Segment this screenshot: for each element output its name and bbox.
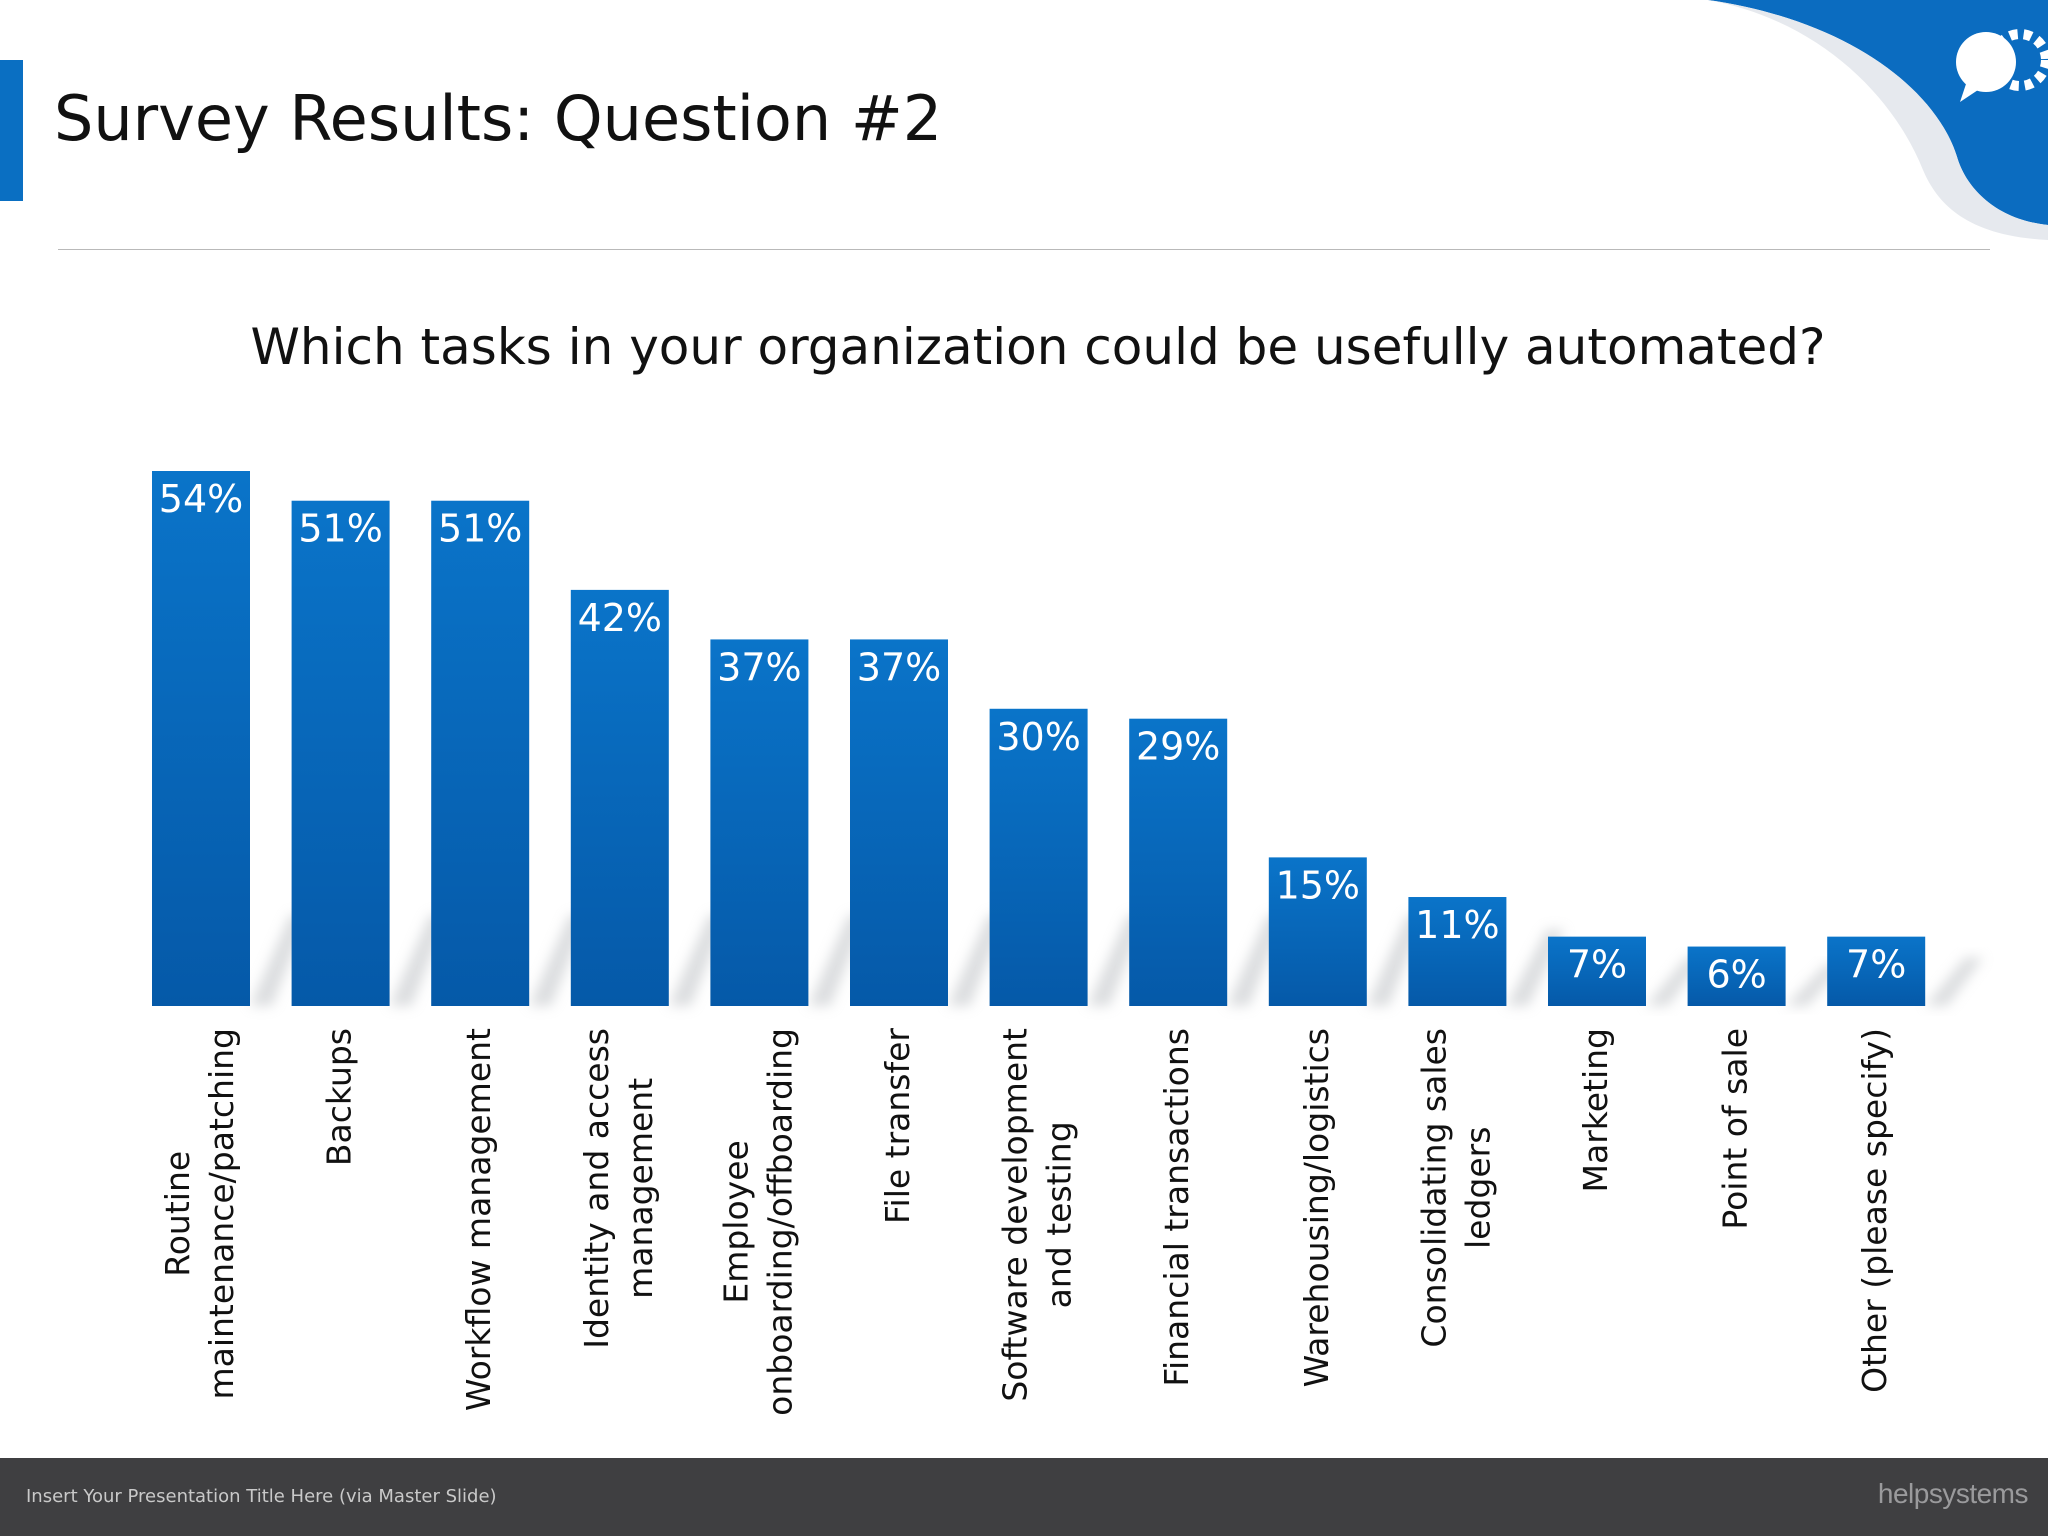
data-label: 7% — [1846, 943, 1906, 987]
bar — [1129, 718, 1228, 1006]
category-label: Identity and access management — [577, 1028, 660, 1349]
bar — [152, 471, 250, 1006]
category-label: Marketing — [1576, 1028, 1615, 1192]
category-label-line: Consolidating sales — [1414, 1028, 1453, 1348]
category-label-line: Other (please specify) — [1855, 1028, 1894, 1393]
bar — [1827, 936, 1926, 1006]
bar — [710, 639, 809, 1006]
data-label: 37% — [717, 645, 801, 689]
data-label: 29% — [1136, 725, 1220, 769]
category-label-line: Financial transactions — [1157, 1028, 1196, 1387]
category-label-line: Software development — [996, 1028, 1035, 1402]
bar — [1687, 946, 1786, 1006]
bar — [989, 708, 1088, 1006]
category-label-line: Point of sale — [1716, 1028, 1755, 1230]
data-label: 51% — [298, 507, 382, 551]
category-label-line: Routine — [158, 1151, 197, 1277]
category-label: Employee onboarding/offboarding — [716, 1028, 799, 1416]
data-label: 6% — [1706, 953, 1766, 997]
category-label: Consolidating sales ledgers — [1414, 1028, 1497, 1348]
category-label-line: Workflow management — [459, 1028, 498, 1411]
title-divider — [58, 249, 1990, 250]
footer-presentation-title: Insert Your Presentation Title Here (via… — [26, 1486, 497, 1507]
category-label-line: Warehousing/logistics — [1297, 1028, 1336, 1387]
category-label-line: maintenance/patching — [202, 1028, 241, 1400]
category-label: Warehousing/logistics — [1297, 1028, 1336, 1387]
category-label-line: Backups — [320, 1028, 359, 1166]
helpsystems-logo: helpsystems — [1877, 1478, 2029, 1509]
category-label-line: management — [621, 1078, 660, 1299]
gear-chat-icon — [1708, 0, 2048, 240]
bar — [850, 639, 948, 1006]
data-label: 51% — [438, 507, 522, 551]
data-label: 15% — [1276, 863, 1360, 907]
category-label: Financial transactions — [1157, 1028, 1196, 1387]
category-label: Point of sale — [1716, 1028, 1755, 1230]
category-label-line: ledgers — [1458, 1127, 1497, 1249]
category-label: Workflow management — [459, 1028, 498, 1411]
footer-bar: Insert Your Presentation Title Here (via… — [0, 1458, 2048, 1536]
slide-title: Survey Results: Question #2 — [54, 82, 943, 155]
category-label: Software development and testing — [996, 1028, 1079, 1402]
category-label-line: Identity and access — [577, 1028, 616, 1349]
data-label: 30% — [996, 715, 1080, 759]
chart-title: Which tasks in your organization could b… — [250, 318, 1826, 376]
data-label: 42% — [578, 596, 662, 640]
bar — [431, 500, 530, 1006]
category-label-line: File transfer — [878, 1028, 917, 1224]
data-label: 11% — [1415, 903, 1499, 947]
category-label-line: onboarding/offboarding — [760, 1028, 799, 1416]
category-label: Routine maintenance/patching — [158, 1028, 241, 1400]
category-label-line: Marketing — [1576, 1028, 1615, 1192]
bar — [570, 589, 669, 1006]
category-label-line: and testing — [1040, 1121, 1079, 1308]
category-label-line: Employee — [716, 1140, 755, 1303]
bar — [1268, 857, 1367, 1006]
category-label: File transfer — [878, 1028, 917, 1224]
bar-shadow — [1925, 957, 1984, 1006]
data-label: 7% — [1567, 943, 1627, 987]
title-accent-bar — [0, 60, 23, 201]
bar — [291, 500, 390, 1006]
category-label: Backups — [320, 1028, 359, 1166]
data-label: 54% — [159, 477, 243, 521]
category-label: Other (please specify) — [1855, 1028, 1894, 1393]
bar — [1408, 897, 1507, 1006]
bar — [1548, 936, 1646, 1006]
data-label: 37% — [857, 645, 941, 689]
